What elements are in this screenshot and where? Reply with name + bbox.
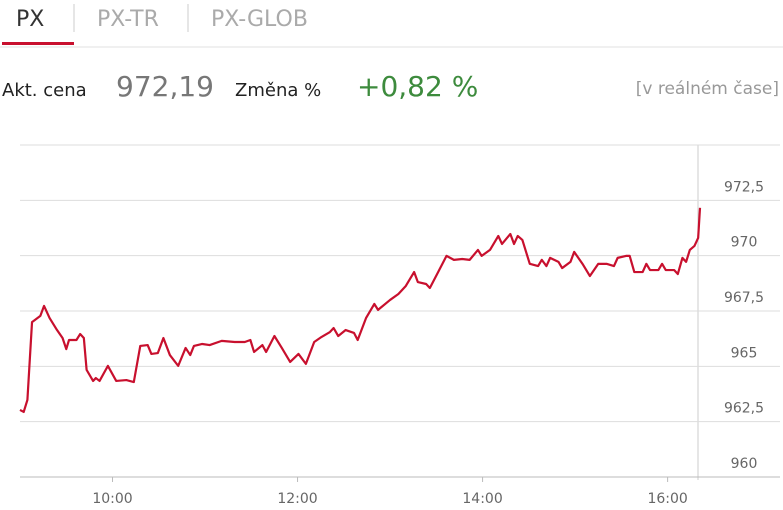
change: +0,82 % xyxy=(357,70,478,103)
y-tick-label: 967,5 xyxy=(724,290,764,306)
y-tick-label: 962,5 xyxy=(724,401,764,417)
y-tick-label: 972,5 xyxy=(724,179,764,195)
x-tick-label: 10:00 xyxy=(92,491,132,507)
x-tick-label: 14:00 xyxy=(462,491,502,507)
tab-active-indicator xyxy=(2,42,74,45)
realtime-note: [v reálném čase] xyxy=(636,79,779,99)
price-label: Akt. cena xyxy=(2,80,87,101)
x-tick-label: 16:00 xyxy=(647,491,687,507)
tab[interactable]: PX-TR xyxy=(97,7,159,32)
change-label: Změna % xyxy=(235,80,321,101)
y-tick-label: 970 xyxy=(731,235,758,251)
y-tick-label: 965 xyxy=(731,345,758,361)
tab[interactable]: PX-GLOB xyxy=(211,7,308,32)
tab[interactable]: PX xyxy=(16,7,44,32)
x-tick-label: 12:00 xyxy=(277,491,317,507)
y-tick-label: 960 xyxy=(731,456,758,472)
price-line xyxy=(19,207,702,414)
price: 972,19 xyxy=(116,70,214,103)
